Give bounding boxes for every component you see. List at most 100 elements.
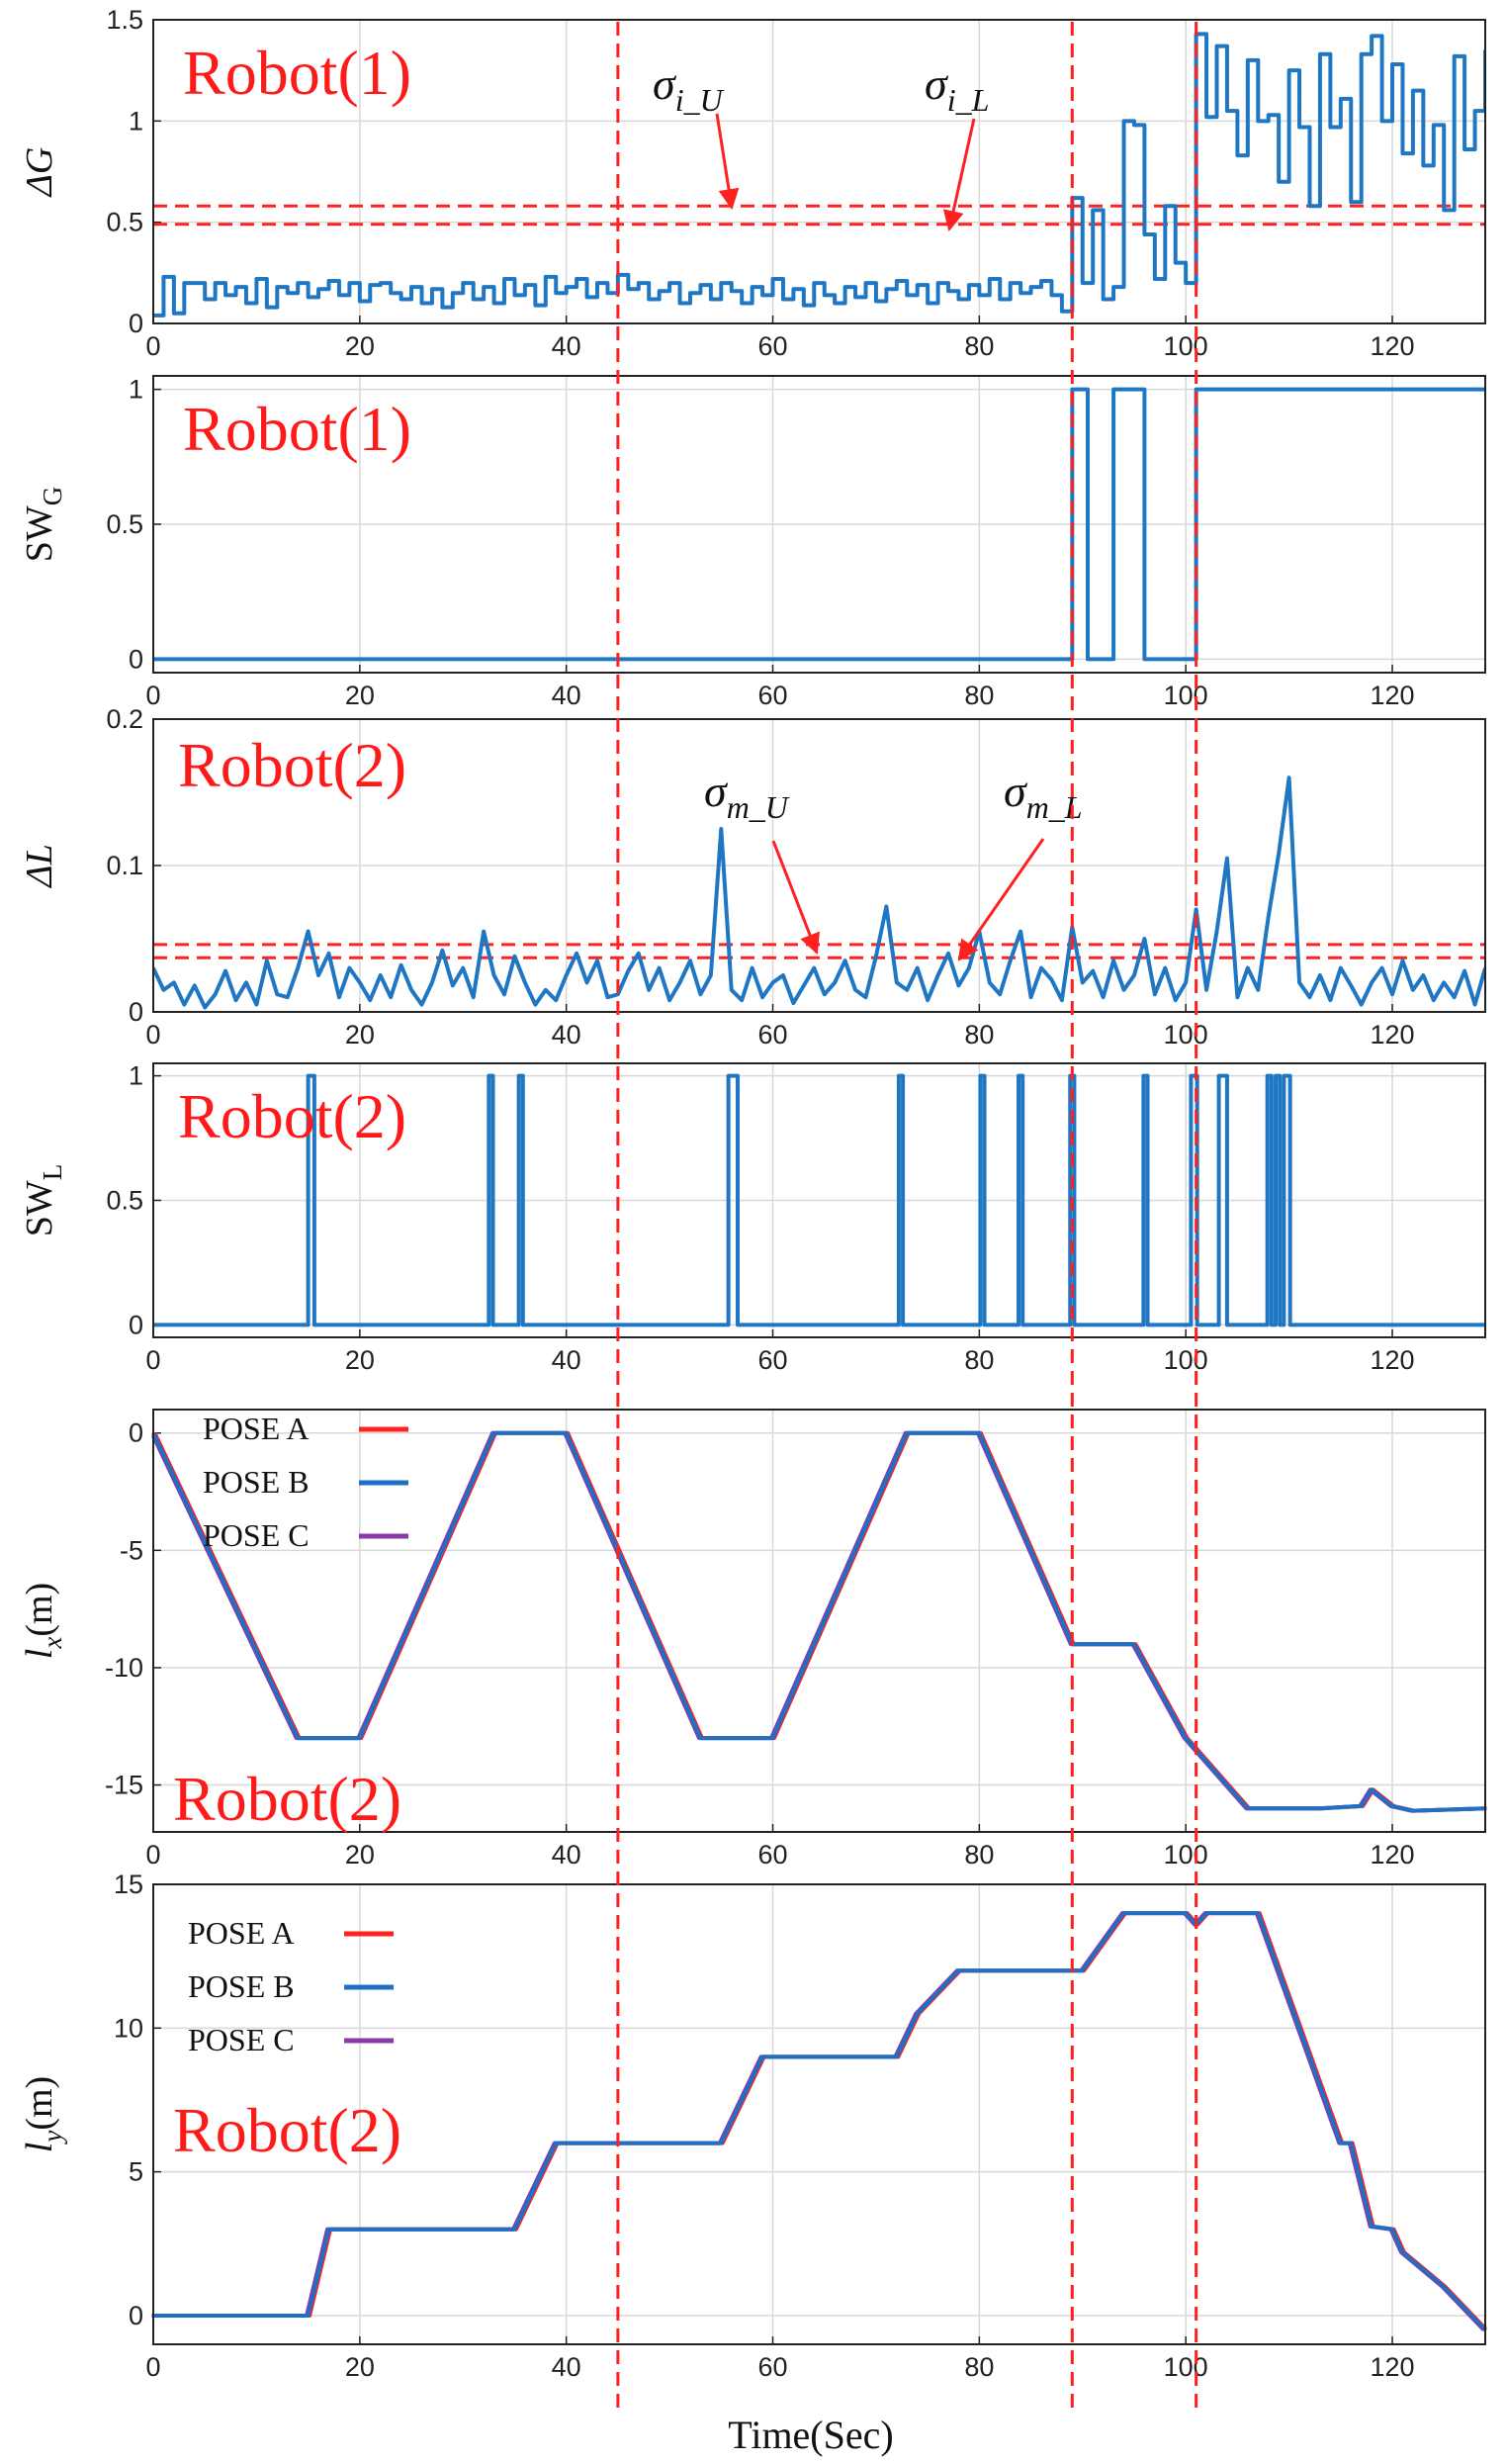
robot-label: Robot(1) xyxy=(183,394,411,464)
legend-label: POSE C xyxy=(188,2022,295,2057)
y-axis-label: ΔG xyxy=(19,147,60,199)
series-line--g xyxy=(153,32,1485,318)
y-axis-label: SWL xyxy=(19,1164,67,1237)
y-tick-label: 1 xyxy=(129,106,143,136)
axes-frame xyxy=(152,375,1486,674)
x-tick-label: 120 xyxy=(1370,1345,1414,1375)
axes-frame xyxy=(152,1883,1486,2345)
threshold-annotation: σi_L xyxy=(925,58,989,118)
y-axis-label-main: SW xyxy=(19,505,60,562)
x-tick-label: 80 xyxy=(964,331,994,361)
y-axis-label-main: l xyxy=(19,1649,60,1660)
annotation-subscript: i_L xyxy=(947,82,990,118)
y-axis-label-sub: L xyxy=(38,1164,67,1181)
y-axis-label-unit: (m) xyxy=(19,2076,60,2131)
y-tick-label: 5 xyxy=(129,2157,143,2187)
y-tick-label: 0 xyxy=(129,1418,143,1448)
x-tick-label: 40 xyxy=(552,681,581,710)
y-tick-label: 0 xyxy=(129,1310,143,1339)
y-axis-label-sub: y xyxy=(38,2131,67,2145)
annotation-arrow xyxy=(715,113,740,211)
x-tick-label: 60 xyxy=(757,1840,787,1870)
y-axis-label-main: l xyxy=(19,2143,60,2153)
panel-swl: 0 20 40 60 80 100 120 0 0.5 1 SWL Robot(2) xyxy=(19,1061,1486,1375)
x-tick-label: 20 xyxy=(345,681,375,710)
x-tick-label: 100 xyxy=(1164,1020,1208,1049)
y-axis-label: SWG xyxy=(19,487,67,563)
y-axis-label-main: ΔG xyxy=(19,147,60,199)
x-tick-label: 40 xyxy=(552,1840,581,1870)
x-tick-label: 20 xyxy=(345,1345,375,1375)
x-tick-label: 60 xyxy=(757,1020,787,1049)
y-axis-label-main: ΔL xyxy=(19,844,60,888)
x-tick-label: 20 xyxy=(345,1020,375,1049)
robot-label: Robot(2) xyxy=(178,730,406,800)
legend-label: POSE A xyxy=(203,1411,310,1446)
x-tick-label: 120 xyxy=(1370,2352,1414,2382)
annotation-arrow xyxy=(771,840,820,955)
x-tick-label: 40 xyxy=(552,331,581,361)
y-tick-label: -10 xyxy=(105,1653,143,1683)
x-tick-label: 120 xyxy=(1370,1840,1414,1870)
series-line--l xyxy=(153,776,1485,1010)
y-tick-label: 0.5 xyxy=(106,208,143,237)
series-line-sw-l xyxy=(153,1073,1485,1327)
plot-area xyxy=(153,1884,1485,2344)
plot-area xyxy=(153,20,1485,323)
x-tick-label: 60 xyxy=(757,681,787,710)
x-tick-label: 100 xyxy=(1164,1345,1208,1375)
legend-label: POSE B xyxy=(188,1968,295,2004)
y-tick-label: 0 xyxy=(129,309,143,338)
y-tick-label: 0 xyxy=(129,997,143,1027)
x-tick-label: 0 xyxy=(145,681,160,710)
y-axis-label: ΔL xyxy=(19,844,60,888)
annotation-arrow xyxy=(957,838,1045,961)
y-axis-label-sub: x xyxy=(38,1637,67,1650)
legend-label: POSE A xyxy=(188,1915,295,1951)
y-tick-label: 1 xyxy=(129,1061,143,1091)
robot-label: Robot(2) xyxy=(178,1081,406,1151)
y-tick-label: 0.5 xyxy=(106,509,143,539)
x-tick-label: 120 xyxy=(1370,331,1414,361)
robot-label: Robot(2) xyxy=(173,2095,401,2165)
x-tick-label: 100 xyxy=(1164,681,1208,710)
y-axis-label-unit: (m) xyxy=(19,1583,60,1637)
y-tick-label: 10 xyxy=(114,2013,143,2043)
y-tick-label: 0.2 xyxy=(106,704,143,734)
x-tick-label: 120 xyxy=(1370,1020,1414,1049)
x-tick-label: 60 xyxy=(757,331,787,361)
y-tick-label: 0.1 xyxy=(106,851,143,880)
x-tick-label: 0 xyxy=(145,2352,160,2382)
y-tick-label: -15 xyxy=(105,1771,143,1800)
series-line-pose-b xyxy=(153,1911,1485,2331)
x-tick-label: 0 xyxy=(145,1840,160,1870)
x-tick-label: 100 xyxy=(1164,1840,1208,1870)
x-tick-label: 60 xyxy=(757,1345,787,1375)
x-tick-label: 40 xyxy=(552,1020,581,1049)
y-tick-label: 0 xyxy=(129,2301,143,2330)
x-tick-label: 40 xyxy=(552,2352,581,2382)
x-tick-label: 20 xyxy=(345,331,375,361)
x-tick-label: 80 xyxy=(964,1840,994,1870)
panel-lx: 0 20 40 60 80 100 120 0 -5 -10 -15 lx(m) Robot(2) POS… xyxy=(19,1409,1487,1870)
y-axis-label-sub: G xyxy=(38,487,67,506)
panel-ly: 0 20 40 60 80 100 120 0 5 10 15 ly(m) Robot(2) POSE A… xyxy=(19,1870,1487,2382)
x-tick-label: 100 xyxy=(1164,331,1208,361)
panel-swg: 0 20 40 60 80 100 120 0 0.5 1 SWG Robot(1) xyxy=(19,375,1486,710)
x-tick-label: 60 xyxy=(757,2352,787,2382)
axes-frame xyxy=(152,718,1486,1013)
y-axis-label: ly(m) xyxy=(19,2076,67,2152)
x-tick-label: 80 xyxy=(964,2352,994,2382)
legend-label: POSE B xyxy=(203,1464,310,1500)
y-tick-label: 0 xyxy=(129,644,143,674)
annotation-arrow xyxy=(942,118,976,232)
x-axis-label: Time(Sec) xyxy=(728,2413,893,2457)
annotation-sigma: σ xyxy=(1004,766,1028,816)
x-tick-label: 0 xyxy=(145,1020,160,1049)
robot-label: Robot(1) xyxy=(183,38,411,108)
x-tick-label: 40 xyxy=(552,1345,581,1375)
axes-frame xyxy=(152,1409,1486,1833)
y-tick-label: 15 xyxy=(114,1870,143,1899)
x-tick-label: 80 xyxy=(964,1020,994,1049)
